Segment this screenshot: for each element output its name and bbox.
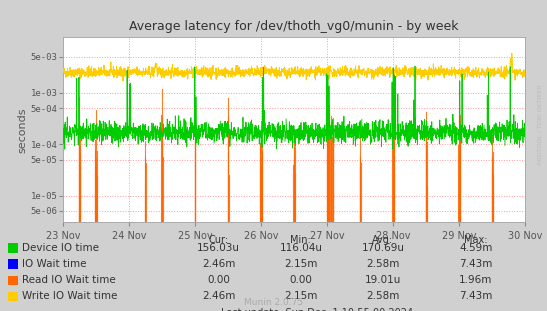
- Text: 2.46m: 2.46m: [202, 259, 236, 269]
- Text: 2.15m: 2.15m: [284, 291, 318, 301]
- Text: Avg:: Avg:: [373, 235, 393, 245]
- Text: 2.58m: 2.58m: [366, 259, 400, 269]
- Text: 2.58m: 2.58m: [366, 291, 400, 301]
- Text: 19.01u: 19.01u: [365, 275, 401, 285]
- Text: Munin 2.0.75: Munin 2.0.75: [244, 298, 303, 307]
- Text: Device IO time: Device IO time: [22, 243, 99, 253]
- Text: Min:: Min:: [290, 235, 311, 245]
- Text: Cur:: Cur:: [209, 235, 229, 245]
- Text: 170.69u: 170.69u: [362, 243, 404, 253]
- Text: 2.46m: 2.46m: [202, 291, 236, 301]
- Text: 156.03u: 156.03u: [197, 243, 240, 253]
- Text: 4.59m: 4.59m: [459, 243, 493, 253]
- Title: Average latency for /dev/thoth_vg0/munin - by week: Average latency for /dev/thoth_vg0/munin…: [129, 21, 459, 33]
- Text: 0.00: 0.00: [289, 275, 312, 285]
- Text: 0.00: 0.00: [207, 275, 230, 285]
- Text: 7.43m: 7.43m: [459, 259, 493, 269]
- Text: Read IO Wait time: Read IO Wait time: [22, 275, 115, 285]
- Text: 1.96m: 1.96m: [459, 275, 493, 285]
- Text: RRDTOOL / TOBI OETIKER: RRDTOOL / TOBI OETIKER: [538, 84, 543, 165]
- Text: 2.15m: 2.15m: [284, 259, 318, 269]
- Text: IO Wait time: IO Wait time: [22, 259, 86, 269]
- Text: 7.43m: 7.43m: [459, 291, 493, 301]
- Text: Max:: Max:: [464, 235, 487, 245]
- Text: Write IO Wait time: Write IO Wait time: [22, 291, 117, 301]
- Text: 116.04u: 116.04u: [280, 243, 322, 253]
- Text: Last update: Sun Dec  1 10:55:00 2024: Last update: Sun Dec 1 10:55:00 2024: [221, 308, 414, 311]
- Y-axis label: seconds: seconds: [18, 107, 28, 153]
